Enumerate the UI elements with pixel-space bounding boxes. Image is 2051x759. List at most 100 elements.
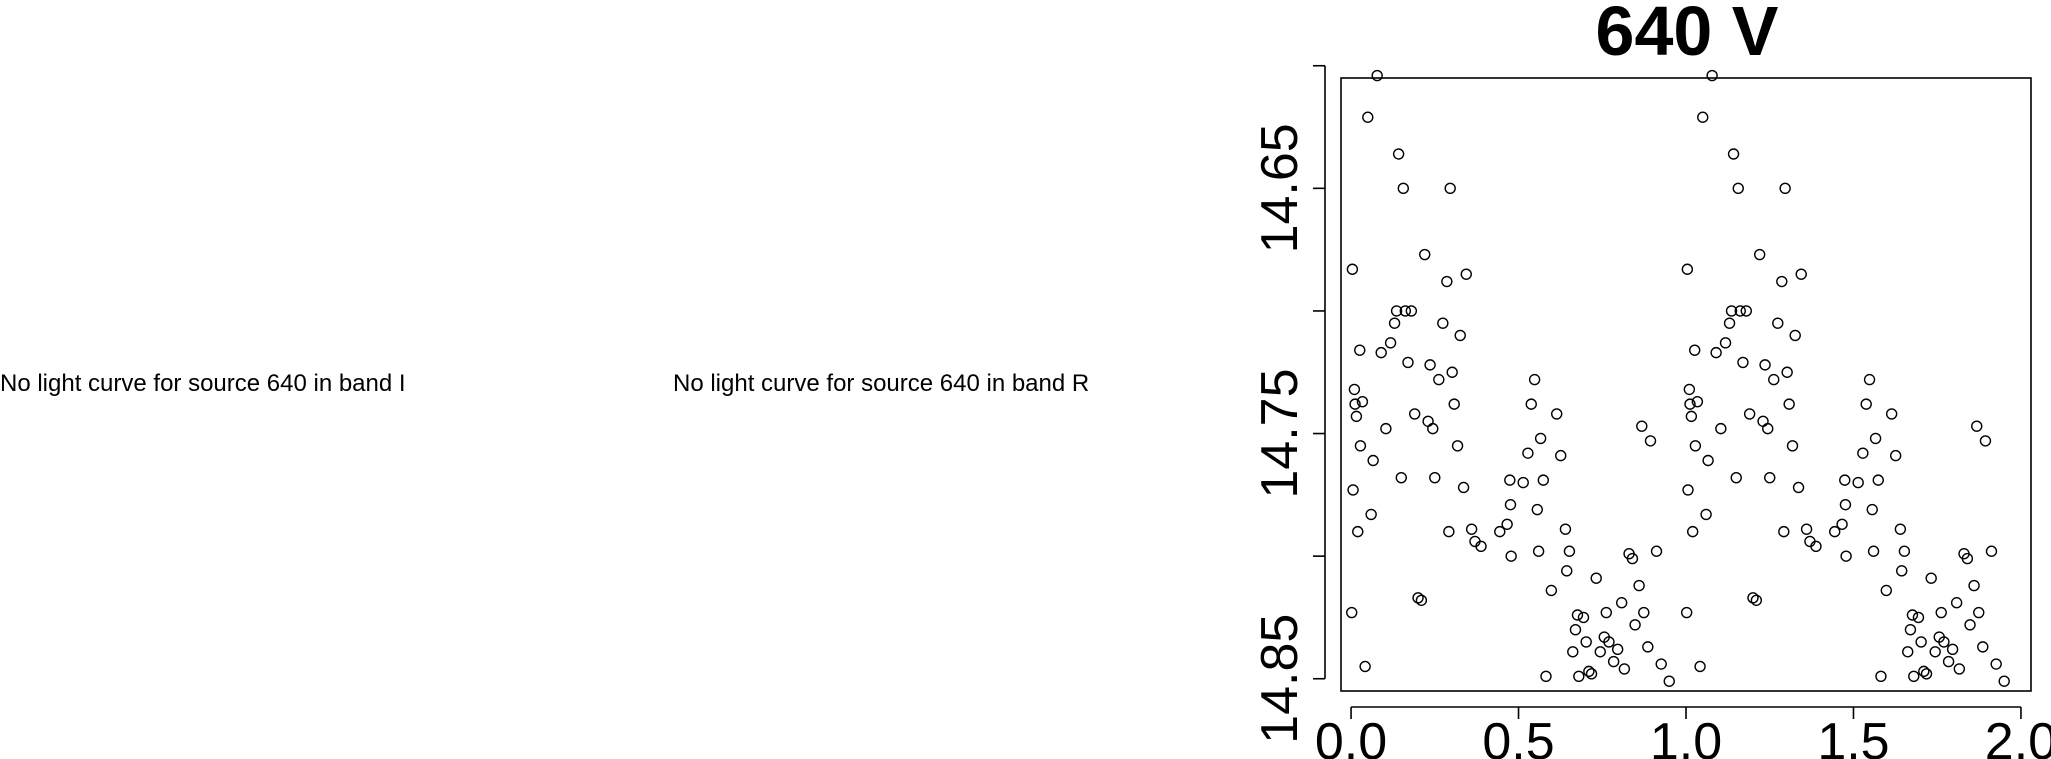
x-tick-label: 1.5	[1817, 713, 1889, 759]
data-point	[1638, 606, 1650, 619]
data-point	[1915, 636, 1927, 648]
data-point	[1866, 503, 1878, 516]
data-point	[1902, 646, 1914, 658]
data-point	[1964, 619, 1976, 631]
data-point	[1362, 111, 1374, 123]
data-point	[1534, 432, 1547, 445]
data-point	[1618, 663, 1631, 675]
x-tick-label: 1.0	[1650, 713, 1722, 759]
data-point	[1889, 449, 1902, 462]
data-point	[1424, 359, 1436, 371]
data-point	[1689, 440, 1702, 452]
data-point	[1743, 408, 1756, 420]
data-point	[1444, 182, 1456, 195]
data-point	[1429, 471, 1441, 484]
data-point	[1946, 643, 1959, 656]
data-point	[1795, 268, 1807, 280]
data-point	[1412, 592, 1424, 604]
data-point	[1388, 317, 1401, 329]
data-point	[1349, 398, 1361, 410]
data-point	[1762, 422, 1774, 435]
data-point	[1577, 611, 1590, 624]
data-point	[1860, 398, 1872, 410]
data-point	[1973, 606, 1985, 619]
data-point	[1759, 359, 1771, 371]
data-point	[1898, 545, 1911, 557]
data-point	[1348, 383, 1361, 396]
data-point	[1517, 476, 1529, 489]
data-point	[1753, 248, 1766, 261]
data-point	[1454, 329, 1466, 342]
data-point	[1786, 440, 1799, 452]
data-point	[1789, 329, 1801, 342]
data-point	[1346, 606, 1358, 619]
data-point	[1405, 305, 1418, 317]
data-point	[1352, 525, 1364, 538]
data-point	[1950, 597, 1963, 609]
data-point	[1829, 525, 1841, 538]
data-point	[1571, 609, 1584, 621]
data-point	[1727, 148, 1740, 160]
data-point	[1697, 111, 1709, 123]
data-point	[1839, 474, 1851, 486]
data-point	[1685, 410, 1698, 423]
data-point	[1942, 655, 1955, 668]
y-tick-label: 14.85	[1251, 614, 1309, 744]
data-point	[1395, 471, 1407, 484]
data-point	[1857, 447, 1869, 459]
data-point	[1852, 476, 1864, 489]
data-point	[1555, 449, 1567, 462]
data-point	[1437, 317, 1449, 329]
data-point	[1356, 395, 1369, 408]
data-point	[1384, 337, 1397, 349]
data-point	[1800, 523, 1813, 535]
data-point	[1912, 611, 1925, 624]
data-point	[1908, 670, 1920, 682]
data-point	[1419, 248, 1431, 261]
data-point	[1354, 344, 1366, 356]
data-point	[1642, 641, 1654, 653]
data-point	[1894, 523, 1907, 535]
data-point	[1644, 435, 1657, 447]
data-point	[1537, 474, 1550, 486]
data-point	[1402, 356, 1414, 369]
data-point	[1968, 579, 1980, 592]
data-point	[1567, 646, 1579, 658]
data-point	[1779, 182, 1791, 195]
data-point	[1347, 484, 1359, 496]
data-point	[1522, 447, 1534, 459]
data-point	[1408, 408, 1421, 420]
x-tick-label: 2.0	[1985, 713, 2051, 759]
data-point	[1573, 670, 1585, 682]
data-point	[1380, 422, 1392, 435]
data-point	[1977, 641, 1989, 653]
data-point	[1563, 545, 1576, 557]
data-point	[1475, 540, 1487, 553]
data-point	[1629, 619, 1641, 631]
data-point	[1772, 317, 1784, 329]
data-point	[1590, 572, 1602, 584]
data-point	[1710, 346, 1722, 359]
data-point	[1734, 305, 1746, 317]
data-point	[1559, 523, 1572, 535]
data-points	[1346, 69, 2010, 687]
data-point	[1715, 422, 1727, 435]
data-point	[1531, 503, 1543, 516]
data-point	[1781, 366, 1793, 378]
data-point	[1740, 305, 1752, 317]
data-point	[1603, 636, 1615, 648]
data-point	[1904, 624, 1917, 636]
data-point	[1580, 636, 1592, 648]
data-point	[1990, 658, 2002, 670]
data-point	[1680, 606, 1693, 619]
data-point	[1415, 594, 1428, 606]
data-point	[1594, 646, 1606, 658]
data-point	[1663, 675, 1675, 687]
data-point	[1684, 398, 1696, 410]
data-point	[1422, 415, 1434, 427]
data-point	[1961, 552, 1974, 565]
data-point	[1441, 275, 1453, 288]
data-point	[1783, 398, 1795, 410]
data-point	[1494, 525, 1506, 538]
data-point	[1682, 484, 1694, 496]
